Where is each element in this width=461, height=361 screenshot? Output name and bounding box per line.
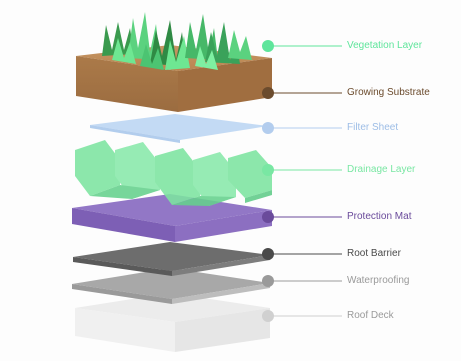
leader-substrate	[262, 87, 342, 99]
label-vegetation-layer: Vegetation Layer	[347, 40, 423, 51]
vegetation-layer	[102, 12, 252, 70]
label-roof-deck: Roof Deck	[347, 310, 394, 321]
label-drainage-layer: Drainage Layer	[347, 164, 416, 175]
label-waterproofing: Waterproofing	[347, 275, 410, 286]
vegetation-dot	[262, 40, 274, 52]
leader-vegetation	[262, 40, 342, 52]
leader-filter	[262, 122, 342, 134]
waterproofing-dot	[262, 275, 274, 287]
label-protection-mat: Protection Mat	[347, 211, 412, 222]
root-barrier-layer	[73, 242, 270, 276]
drainage-layer	[75, 140, 272, 206]
leader-root-barrier	[262, 248, 342, 260]
root-barrier-dot	[262, 248, 274, 260]
leader-roof-deck	[262, 310, 342, 322]
waterproofing-layer	[72, 268, 270, 304]
roof-deck-layer	[75, 293, 270, 352]
substrate-dot	[262, 87, 274, 99]
label-growing-substrate: Growing Substrate	[347, 87, 430, 98]
protection-dot	[262, 211, 274, 223]
label-filter-sheet: Filter Sheet	[347, 122, 399, 133]
filter-sheet-layer	[90, 114, 268, 143]
filter-dot	[262, 122, 274, 134]
label-root-barrier: Root Barrier	[347, 248, 401, 259]
leader-protection	[262, 211, 342, 223]
roof-deck-dot	[262, 310, 274, 322]
protection-mat-layer	[72, 194, 272, 242]
drainage-dot	[262, 164, 274, 176]
leader-drainage	[262, 164, 342, 176]
leader-waterproofing	[262, 275, 342, 287]
